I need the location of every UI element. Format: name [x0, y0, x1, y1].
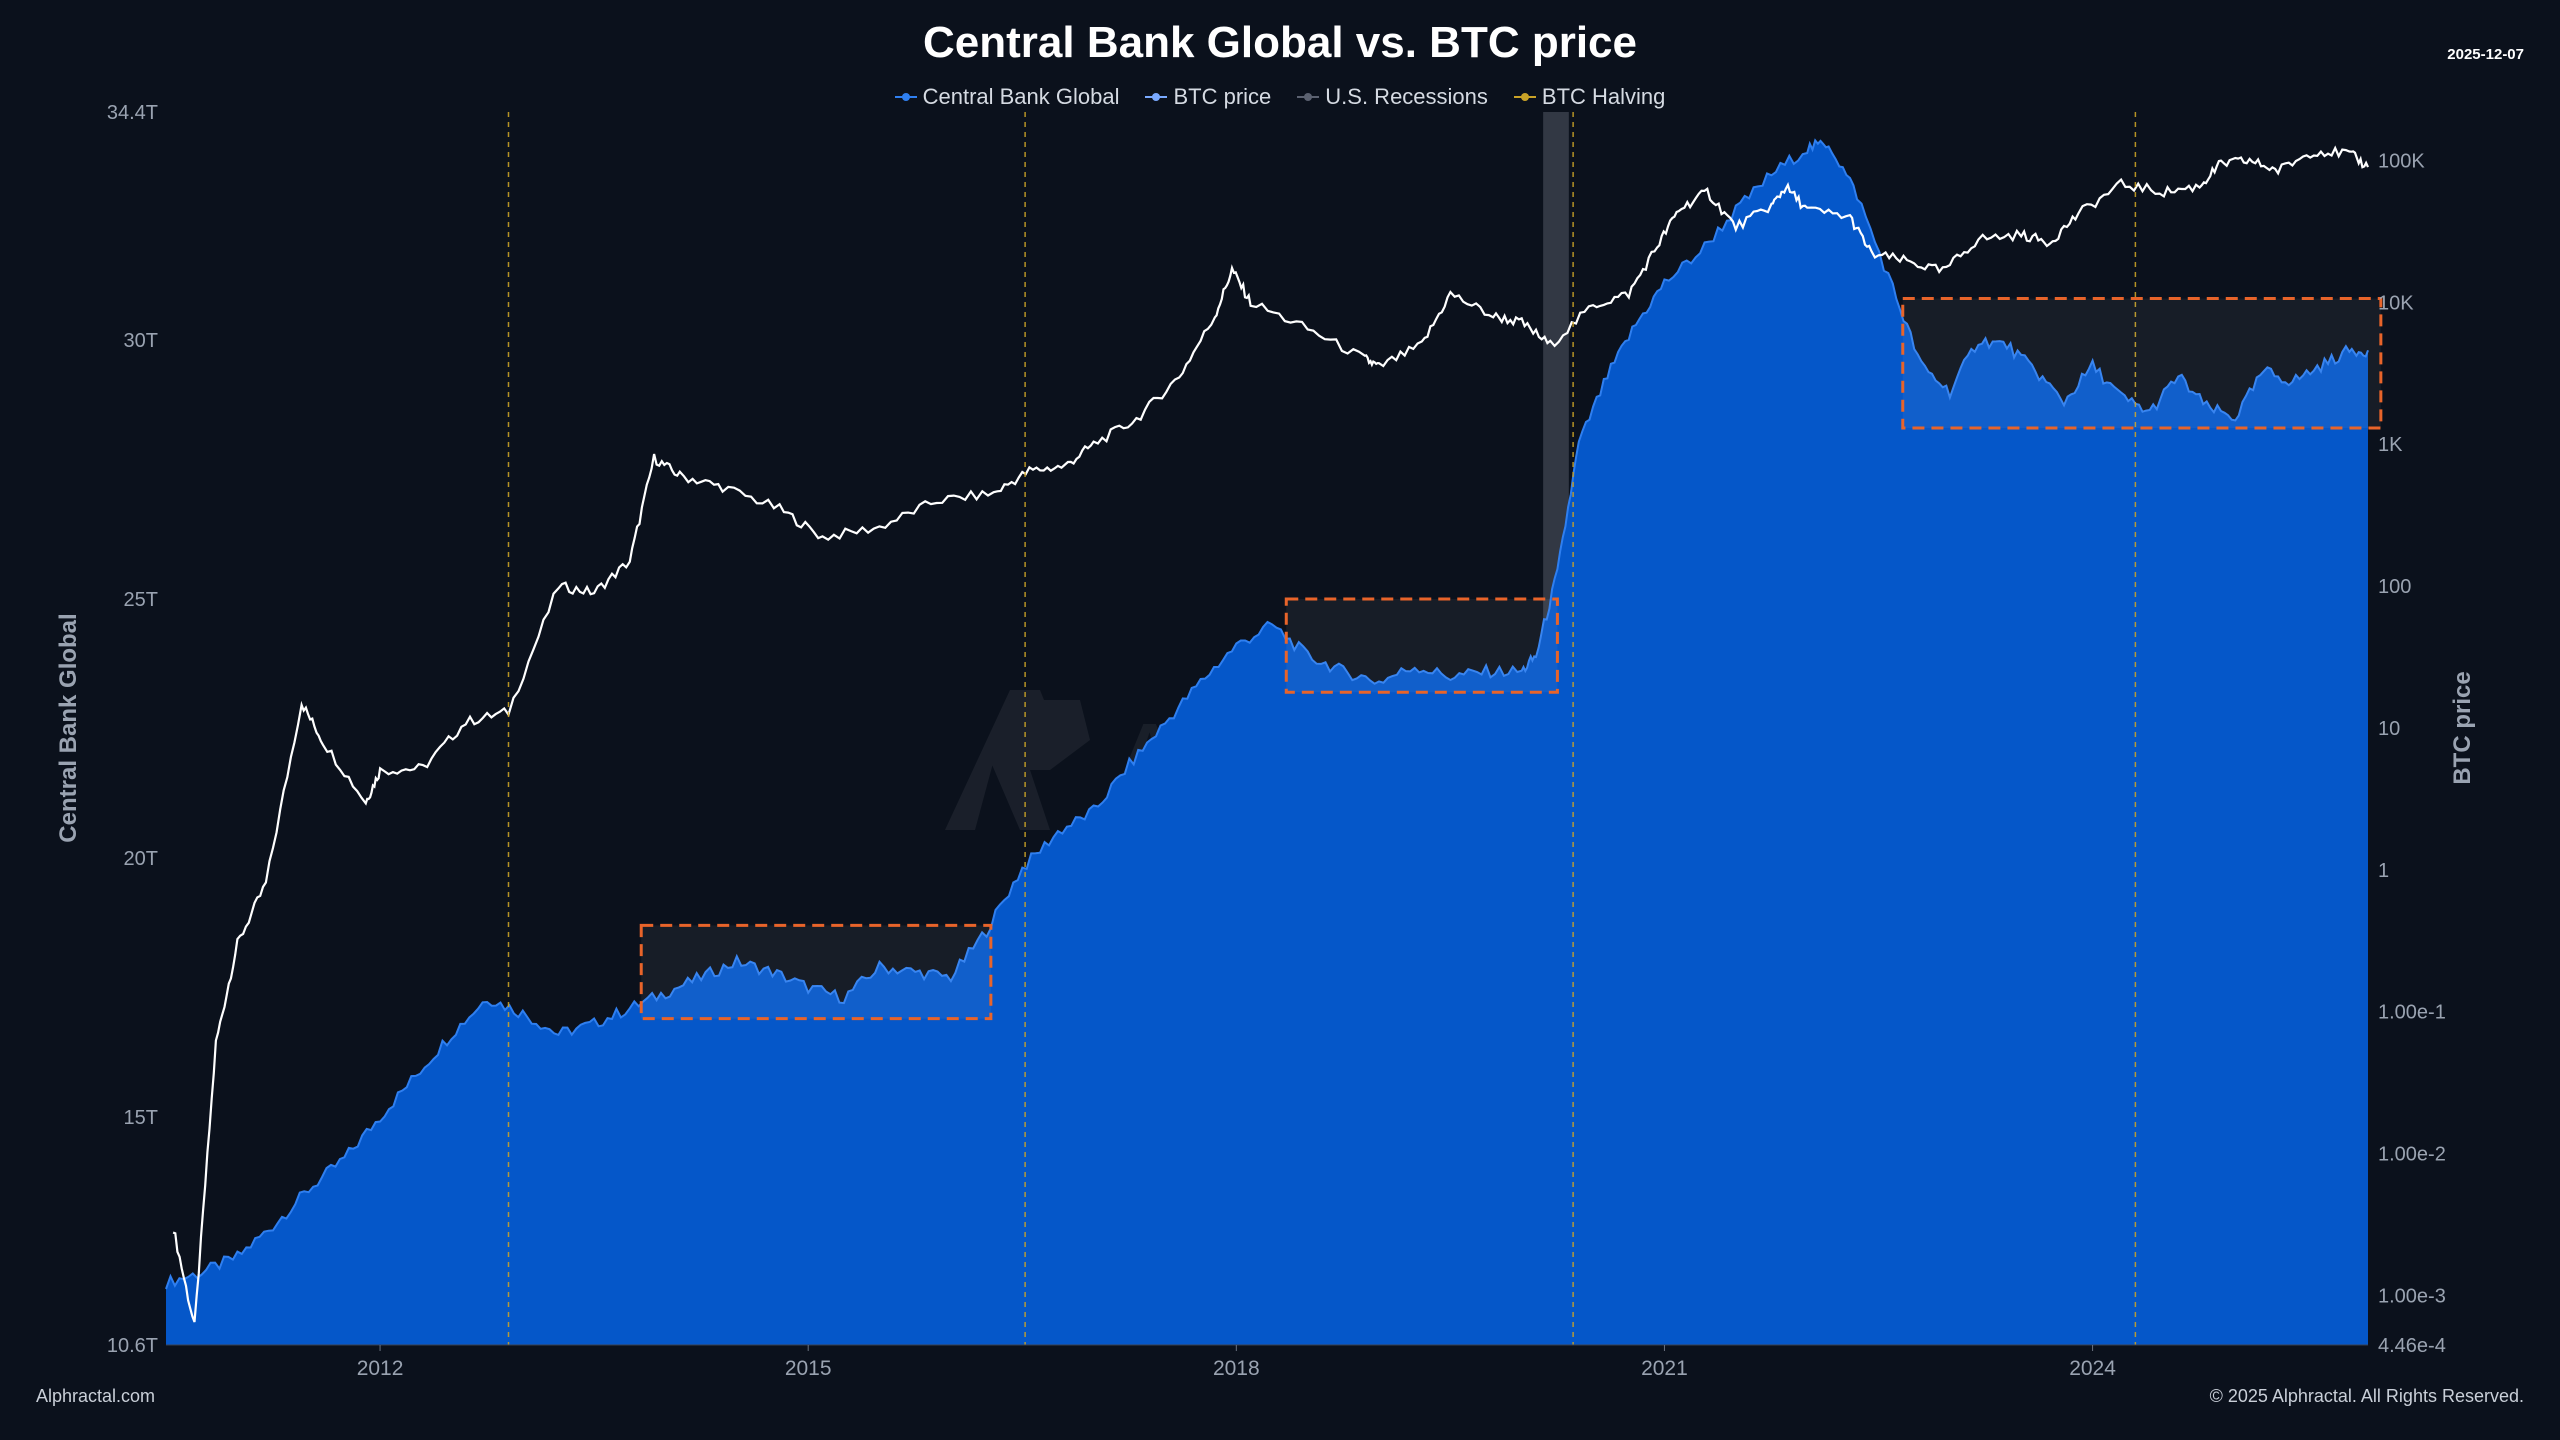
highlight-box: [1901, 297, 2383, 430]
chart-title: Central Bank Global vs. BTC price: [923, 18, 1637, 67]
central-bank-line: [165, 138, 2369, 1290]
right-axis-title: BTC price: [2449, 671, 2476, 784]
watermark-logo-icon: [945, 690, 1090, 830]
legend-label: Central Bank Global: [922, 84, 1120, 109]
legend-label: BTC Halving: [1541, 84, 1666, 109]
central-bank-area: [166, 140, 2368, 1345]
right-tick-label: 1: [2378, 860, 2389, 882]
recession-bands: [1543, 112, 1569, 1345]
x-tick-label: 2018: [1213, 1357, 1260, 1380]
halving-lines: [507, 112, 2137, 1345]
legend-label: U.S. Recessions: [1325, 84, 1488, 109]
right-tick-label: 1.00e-2: [2378, 1143, 2446, 1165]
right-tick-label: 1.00e-3: [2378, 1285, 2446, 1307]
watermark: Alphractal: [1110, 699, 1635, 831]
left-tick-label: 25T: [124, 589, 158, 611]
highlight-box: [1284, 597, 1559, 694]
highlight-box: [639, 923, 993, 1021]
highlight-boxes: [639, 297, 2383, 1021]
right-tick-label: 10K: [2378, 292, 2414, 314]
left-tick-label: 20T: [124, 848, 158, 870]
right-axis: 4.46e-4 1.00e-3 1.00e-2 1.00e-1 1 10 100 1K 10K 1…: [2378, 151, 2446, 1357]
right-tick-label: 100K: [2378, 151, 2425, 173]
legend-marker-icon: [1145, 93, 1168, 101]
right-tick-label: 100: [2378, 576, 2411, 598]
x-tick-label: 2012: [357, 1357, 404, 1380]
recession-band: [1543, 112, 1569, 1345]
legend-item-recessions[interactable]: U.S. Recessions: [1297, 84, 1488, 110]
date-stamp: 2025-12-07: [2447, 46, 2524, 63]
left-tick-label: 10.6T: [107, 1335, 158, 1357]
legend: Central Bank Global BTC price U.S. Reces…: [0, 84, 2560, 110]
x-tick-label: 2024: [2069, 1357, 2116, 1380]
left-tick-label: 30T: [124, 330, 158, 352]
footer-source[interactable]: Alphractal.com: [36, 1386, 156, 1406]
x-tick-label: 2015: [785, 1357, 832, 1380]
right-tick-label: 10: [2378, 718, 2400, 740]
legend-item-central-bank[interactable]: Central Bank Global: [894, 84, 1120, 110]
left-axis-title: Central Bank Global: [55, 613, 82, 842]
btc-price-line: [172, 145, 2370, 1323]
x-axis: 2012 2015 2018 2021 2024: [166, 1344, 2368, 1380]
legend-label: BTC price: [1173, 84, 1272, 109]
legend-item-btc-price[interactable]: BTC price: [1145, 84, 1271, 110]
right-tick-label: 1K: [2378, 434, 2403, 456]
right-tick-label: 1.00e-1: [2378, 1002, 2446, 1024]
left-tick-label: 15T: [124, 1107, 158, 1129]
x-tick-label: 2021: [1641, 1357, 1688, 1380]
legend-marker-icon: [894, 93, 917, 101]
legend-marker-icon: [1513, 93, 1536, 101]
footer-copyright: © 2025 Alphractal. All Rights Reserved.: [2209, 1386, 2524, 1406]
legend-marker-icon: [1297, 93, 1320, 101]
right-tick-label: 4.46e-4: [2378, 1335, 2446, 1357]
legend-item-halving[interactable]: BTC Halving: [1513, 84, 1666, 110]
